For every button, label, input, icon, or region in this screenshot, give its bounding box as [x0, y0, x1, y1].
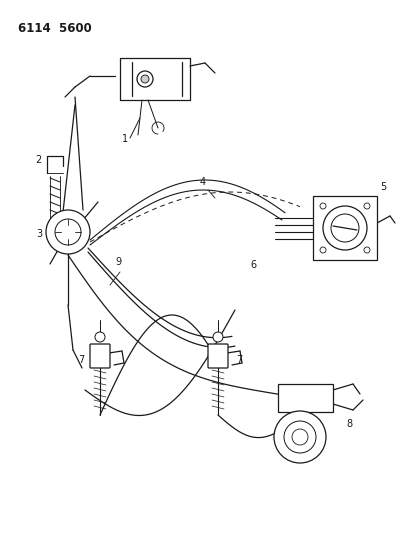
Text: 1: 1	[122, 134, 128, 144]
FancyBboxPatch shape	[208, 344, 228, 368]
Text: 6114  5600: 6114 5600	[18, 22, 92, 35]
Circle shape	[141, 75, 149, 83]
Circle shape	[323, 206, 367, 250]
Circle shape	[274, 411, 326, 463]
Circle shape	[55, 219, 81, 245]
FancyBboxPatch shape	[90, 344, 110, 368]
Circle shape	[137, 71, 153, 87]
Text: 3: 3	[36, 229, 42, 239]
Text: 8: 8	[346, 419, 352, 429]
Circle shape	[320, 247, 326, 253]
Circle shape	[331, 214, 359, 242]
Text: 9: 9	[115, 257, 121, 267]
Text: 4: 4	[200, 177, 206, 187]
Text: 7: 7	[236, 355, 242, 365]
Text: 5: 5	[380, 182, 386, 192]
Circle shape	[364, 247, 370, 253]
Text: 7: 7	[78, 355, 84, 365]
Bar	[313, 196, 377, 260]
Text: 2: 2	[35, 155, 41, 165]
Circle shape	[364, 203, 370, 209]
Circle shape	[213, 332, 223, 342]
Circle shape	[292, 429, 308, 445]
Text: 6: 6	[250, 260, 256, 270]
Bar	[278, 384, 333, 412]
Circle shape	[95, 332, 105, 342]
Circle shape	[46, 210, 90, 254]
Circle shape	[284, 421, 316, 453]
Circle shape	[320, 203, 326, 209]
